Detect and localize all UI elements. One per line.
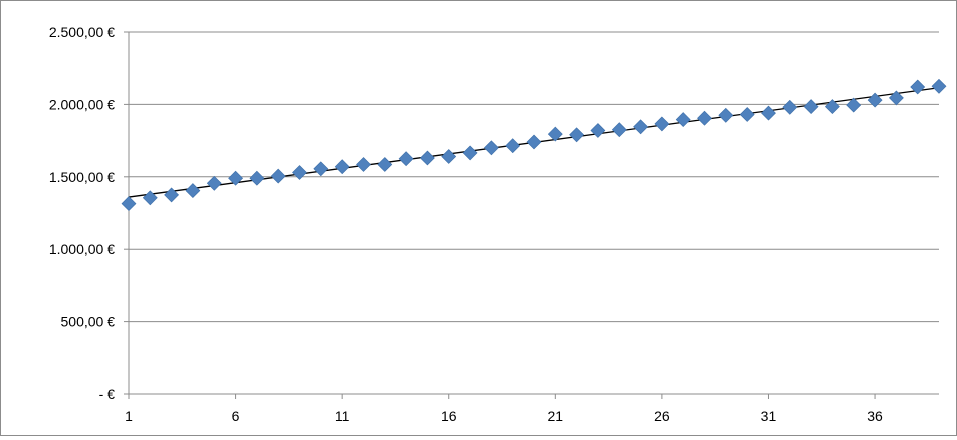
data-point (888, 90, 904, 106)
data-point (398, 151, 414, 167)
data-point (697, 110, 712, 126)
data-point (505, 138, 521, 154)
data-point (377, 157, 393, 172)
data-point (334, 159, 350, 175)
data-point (206, 175, 222, 191)
x-tick-label: 26 (654, 408, 670, 424)
data-point (462, 145, 478, 161)
data-point (803, 99, 819, 115)
y-tick-label: 500,00 € (61, 314, 116, 330)
x-tick-label: 6 (232, 408, 240, 424)
x-tick-label: 16 (441, 408, 457, 424)
x-tick-label: 31 (761, 408, 777, 424)
data-point (633, 119, 649, 135)
y-axis-tick-labels: 2.500,00 € 2.000,00 € 1.500,00 € 1.000,00 €… (49, 24, 115, 402)
data-point (483, 140, 499, 156)
data-points (121, 78, 947, 212)
x-tick-label: 21 (548, 408, 564, 424)
data-point (249, 170, 265, 186)
x-tick-label: 36 (867, 408, 883, 424)
data-point (547, 126, 563, 142)
data-point (675, 112, 691, 128)
data-point (356, 157, 371, 172)
data-point (164, 187, 180, 203)
data-point (569, 127, 585, 143)
data-point (611, 122, 627, 138)
data-point (824, 99, 840, 115)
data-point (228, 170, 244, 186)
data-point (441, 149, 457, 164)
axes (124, 31, 939, 399)
y-tick-label: - € (99, 386, 116, 402)
data-point (313, 161, 329, 177)
x-axis-tick-labels: 1 6 11 16 21 26 31 36 (125, 408, 883, 424)
y-tick-label: 2.000,00 € (49, 96, 115, 112)
y-tick-label: 1.000,00 € (49, 241, 115, 257)
y-tick-label: 1.500,00 € (49, 169, 115, 185)
data-point (526, 134, 542, 150)
gridlines (129, 31, 939, 323)
data-point (121, 196, 137, 212)
data-point (590, 123, 606, 138)
data-point (910, 79, 926, 95)
data-point (761, 105, 776, 121)
data-point (782, 99, 798, 115)
data-point (292, 165, 307, 180)
data-point (846, 97, 862, 113)
data-point (654, 116, 670, 132)
data-point (185, 183, 201, 199)
data-point (867, 92, 883, 108)
data-point (270, 168, 286, 184)
data-point (718, 107, 734, 123)
data-point (419, 150, 435, 166)
data-point (931, 78, 947, 94)
x-tick-label: 1 (125, 408, 133, 424)
x-tick-label: 11 (335, 408, 350, 424)
y-tick-label: 2.500,00 € (49, 24, 115, 40)
data-point (142, 190, 158, 206)
data-point (739, 107, 755, 122)
